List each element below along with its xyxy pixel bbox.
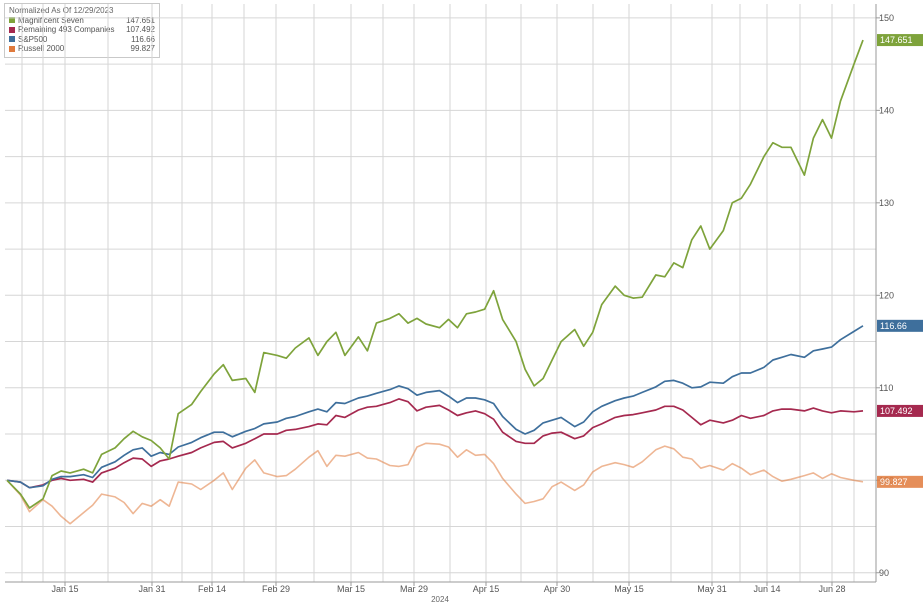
series-line-magnificent-seven: [6, 39, 864, 509]
x-tick-label: Apr 15: [473, 584, 500, 594]
legend-swatch: [9, 36, 15, 43]
legend-label: Magnificent Seven: [18, 15, 84, 25]
y-tick-label: 150: [879, 13, 894, 23]
chart-legend: Normalized As Of 12/29/2023 Magnificent …: [4, 3, 160, 58]
last-value-label: 99.827: [880, 477, 908, 487]
x-tick-label: May 15: [614, 584, 644, 594]
last-value-tag: [877, 404, 923, 417]
y-tick-label: 90: [879, 568, 889, 578]
legend-value: 116.66: [131, 34, 155, 44]
last-value-label: 147.651: [880, 35, 913, 45]
legend-value: 147.651: [126, 15, 155, 25]
legend-entry-remaining-493: Remaining 493 Companies 107.492: [9, 25, 155, 35]
x-tick-label: Jun 28: [818, 584, 845, 594]
x-tick-label: Jan 31: [138, 584, 165, 594]
legend-label: Remaining 493 Companies: [18, 25, 115, 34]
last-value-label: 116.66: [880, 321, 907, 331]
x-tick-label: Mar 15: [337, 584, 365, 594]
last-value-tag: [877, 34, 923, 47]
legend-label: S&P500: [18, 34, 48, 44]
legend-swatch: [9, 26, 15, 33]
y-tick-label: 120: [879, 290, 894, 300]
legend-title: Normalized As Of 12/29/2023: [9, 6, 114, 15]
legend-label: Russell 2000: [18, 44, 65, 53]
x-tick-label: Feb 29: [262, 584, 290, 594]
legend-value: 107.492: [126, 25, 155, 34]
x-axis-label: 2024: [431, 595, 449, 604]
legend-entry-russell-2000: Russell 2000 99.827: [9, 44, 155, 54]
series-line-s-p500: [6, 325, 864, 489]
legend-value: 99.827: [130, 44, 155, 53]
last-value-tag: [877, 475, 923, 488]
x-tick-label: Jan 15: [51, 584, 78, 594]
series-line-russell-2000: [6, 442, 864, 525]
last-value-tag: [877, 319, 923, 332]
y-tick-label: 140: [879, 105, 894, 115]
x-tick-label: May 31: [697, 584, 727, 594]
legend-swatch: [9, 45, 15, 52]
last-value-label: 107.492: [880, 406, 913, 416]
legend-swatch: [9, 17, 15, 24]
x-tick-label: Mar 29: [400, 584, 428, 594]
series-line-remaining-493-companies: [6, 398, 864, 489]
x-tick-label: Apr 30: [544, 584, 571, 594]
y-tick-label: 130: [879, 198, 894, 208]
legend-entry-sp500: S&P500 116.66: [9, 35, 155, 45]
x-tick-label: Feb 14: [198, 584, 226, 594]
legend-entry-magnificent-seven: Magnificent Seven 147.651: [9, 16, 155, 26]
y-tick-label: 110: [879, 383, 893, 393]
x-tick-label: Jun 14: [753, 584, 780, 594]
